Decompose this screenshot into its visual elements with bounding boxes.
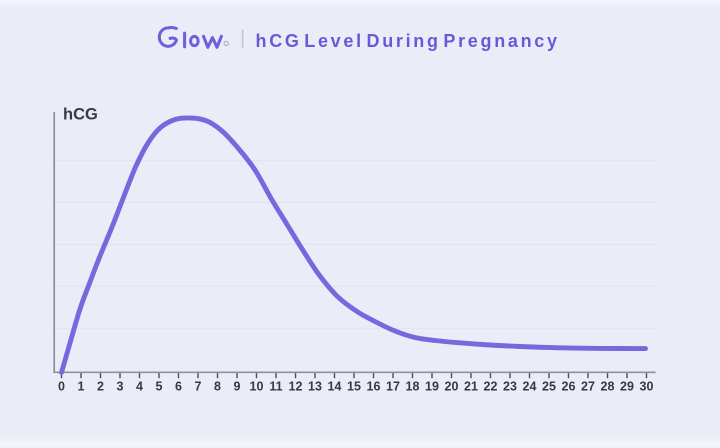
- svg-text:28: 28: [601, 380, 615, 394]
- svg-text:25: 25: [542, 380, 556, 394]
- svg-text:13: 13: [308, 380, 322, 394]
- svg-text:27: 27: [581, 380, 595, 394]
- svg-text:19: 19: [425, 380, 439, 394]
- svg-text:8: 8: [214, 380, 221, 394]
- svg-text:11: 11: [269, 380, 282, 394]
- svg-text:17: 17: [386, 380, 400, 394]
- svg-text:18: 18: [406, 380, 420, 394]
- svg-text:20: 20: [445, 380, 459, 394]
- svg-text:7: 7: [195, 380, 202, 394]
- svg-text:1: 1: [78, 380, 85, 394]
- svg-text:24: 24: [523, 380, 537, 394]
- svg-text:4: 4: [136, 380, 143, 394]
- svg-text:21: 21: [464, 380, 478, 394]
- svg-text:6: 6: [175, 380, 182, 394]
- svg-text:22: 22: [484, 380, 498, 394]
- svg-text:5: 5: [156, 380, 163, 394]
- svg-text:14: 14: [328, 380, 342, 394]
- svg-text:hCG: hCG: [63, 106, 98, 124]
- svg-text:26: 26: [562, 380, 576, 394]
- svg-text:10: 10: [250, 380, 264, 394]
- svg-text:30: 30: [640, 380, 654, 394]
- svg-text:15: 15: [347, 380, 361, 394]
- svg-text:23: 23: [503, 380, 517, 394]
- svg-text:hCG Level During Pregnancy: hCG Level During Pregnancy: [256, 31, 560, 51]
- svg-text:0: 0: [58, 380, 65, 394]
- svg-text:3: 3: [117, 380, 124, 394]
- svg-text:9: 9: [234, 380, 241, 394]
- svg-text:12: 12: [289, 380, 303, 394]
- svg-text:2: 2: [97, 380, 104, 394]
- svg-text:29: 29: [620, 380, 634, 394]
- svg-text:16: 16: [367, 380, 381, 394]
